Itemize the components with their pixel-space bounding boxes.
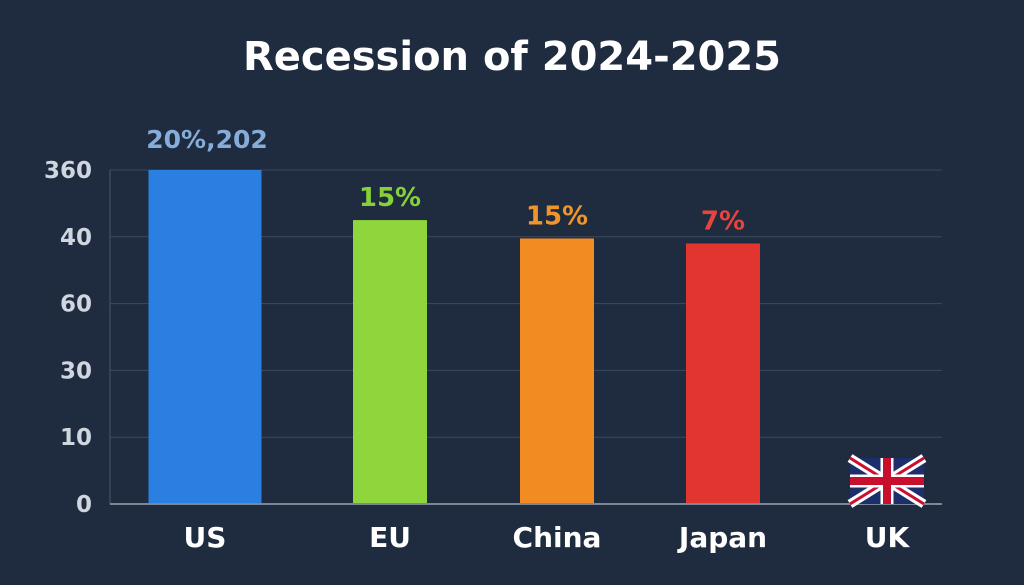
bar-us (148, 170, 262, 504)
y-tick-label: 0 (76, 492, 92, 518)
union-jack-flag-icon (847, 454, 927, 508)
data-label: 15% (526, 201, 588, 231)
x-tick-label: UK (865, 521, 911, 554)
data-label: 7% (701, 206, 745, 236)
x-tick-label: US (184, 521, 227, 554)
bar-china (520, 238, 594, 504)
y-tick-label: 40 (60, 225, 92, 251)
bar-eu (353, 220, 427, 504)
data-label: 20%,202 (146, 125, 268, 154)
x-tick-label: China (513, 521, 602, 554)
x-tick-label: Japan (677, 521, 767, 554)
data-label: 15% (359, 183, 421, 213)
y-tick-label: 30 (60, 358, 92, 384)
chart-title: Recession of 2024-2025 (243, 34, 781, 80)
bar-japan (686, 243, 760, 505)
y-tick-label: 60 (60, 292, 92, 318)
y-tick-label: 10 (60, 425, 92, 451)
x-tick-label: EU (369, 521, 411, 554)
y-tick-label: 360 (44, 158, 92, 184)
